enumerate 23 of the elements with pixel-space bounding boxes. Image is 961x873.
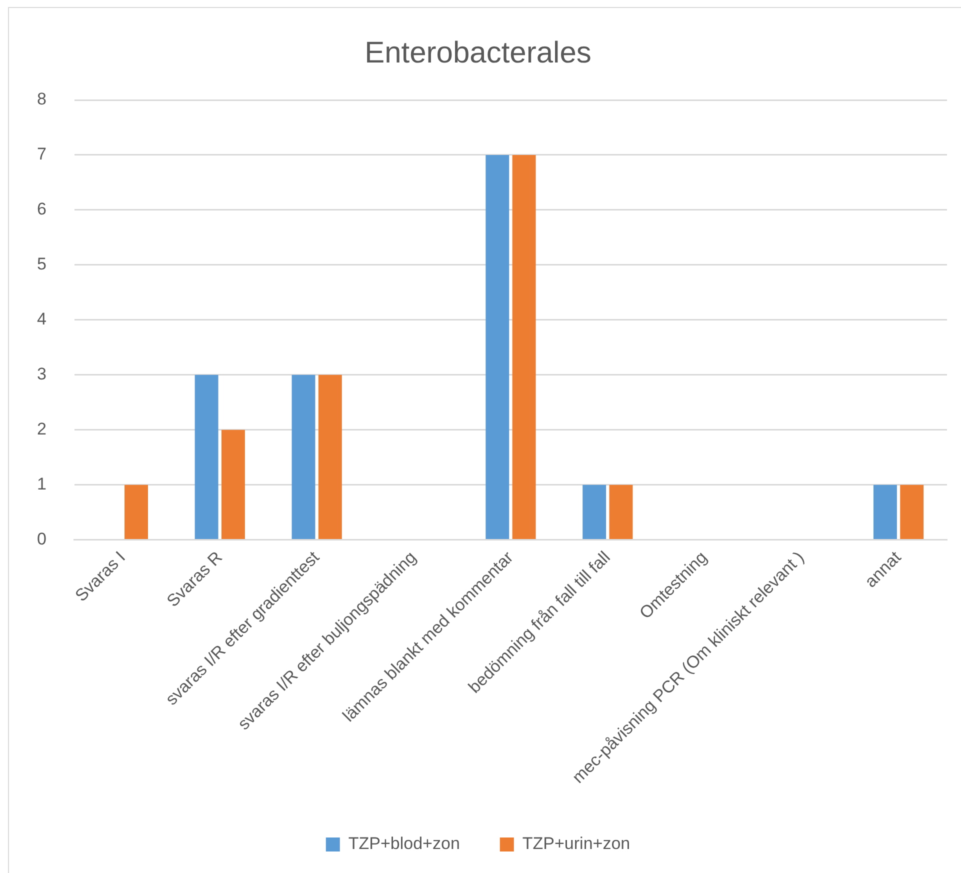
bar: [292, 374, 316, 540]
y-tick-label: 8: [36, 90, 46, 109]
bar: [582, 484, 606, 540]
bar: [512, 154, 536, 540]
chart-title: Enterobacterales: [364, 36, 592, 70]
y-tick-label: 0: [36, 529, 46, 548]
bar: [900, 484, 924, 540]
y-tick-label: 4: [36, 310, 46, 329]
bar: [486, 154, 510, 540]
bar: [609, 484, 633, 540]
legend-label: TZP+urin+zon: [522, 834, 630, 854]
bar: [124, 484, 148, 540]
bar: [318, 374, 342, 540]
legend-label: TZP+blod+zon: [348, 834, 460, 854]
bar: [873, 484, 897, 540]
y-tick-label: 5: [36, 254, 46, 274]
y-tick-label: 6: [36, 200, 46, 219]
y-tick-label: 2: [36, 420, 46, 439]
y-tick-label: 3: [36, 364, 46, 384]
y-tick-label: 7: [36, 144, 46, 164]
bar: [221, 430, 245, 540]
y-tick-label: 1: [36, 474, 46, 494]
bar: [194, 374, 218, 540]
